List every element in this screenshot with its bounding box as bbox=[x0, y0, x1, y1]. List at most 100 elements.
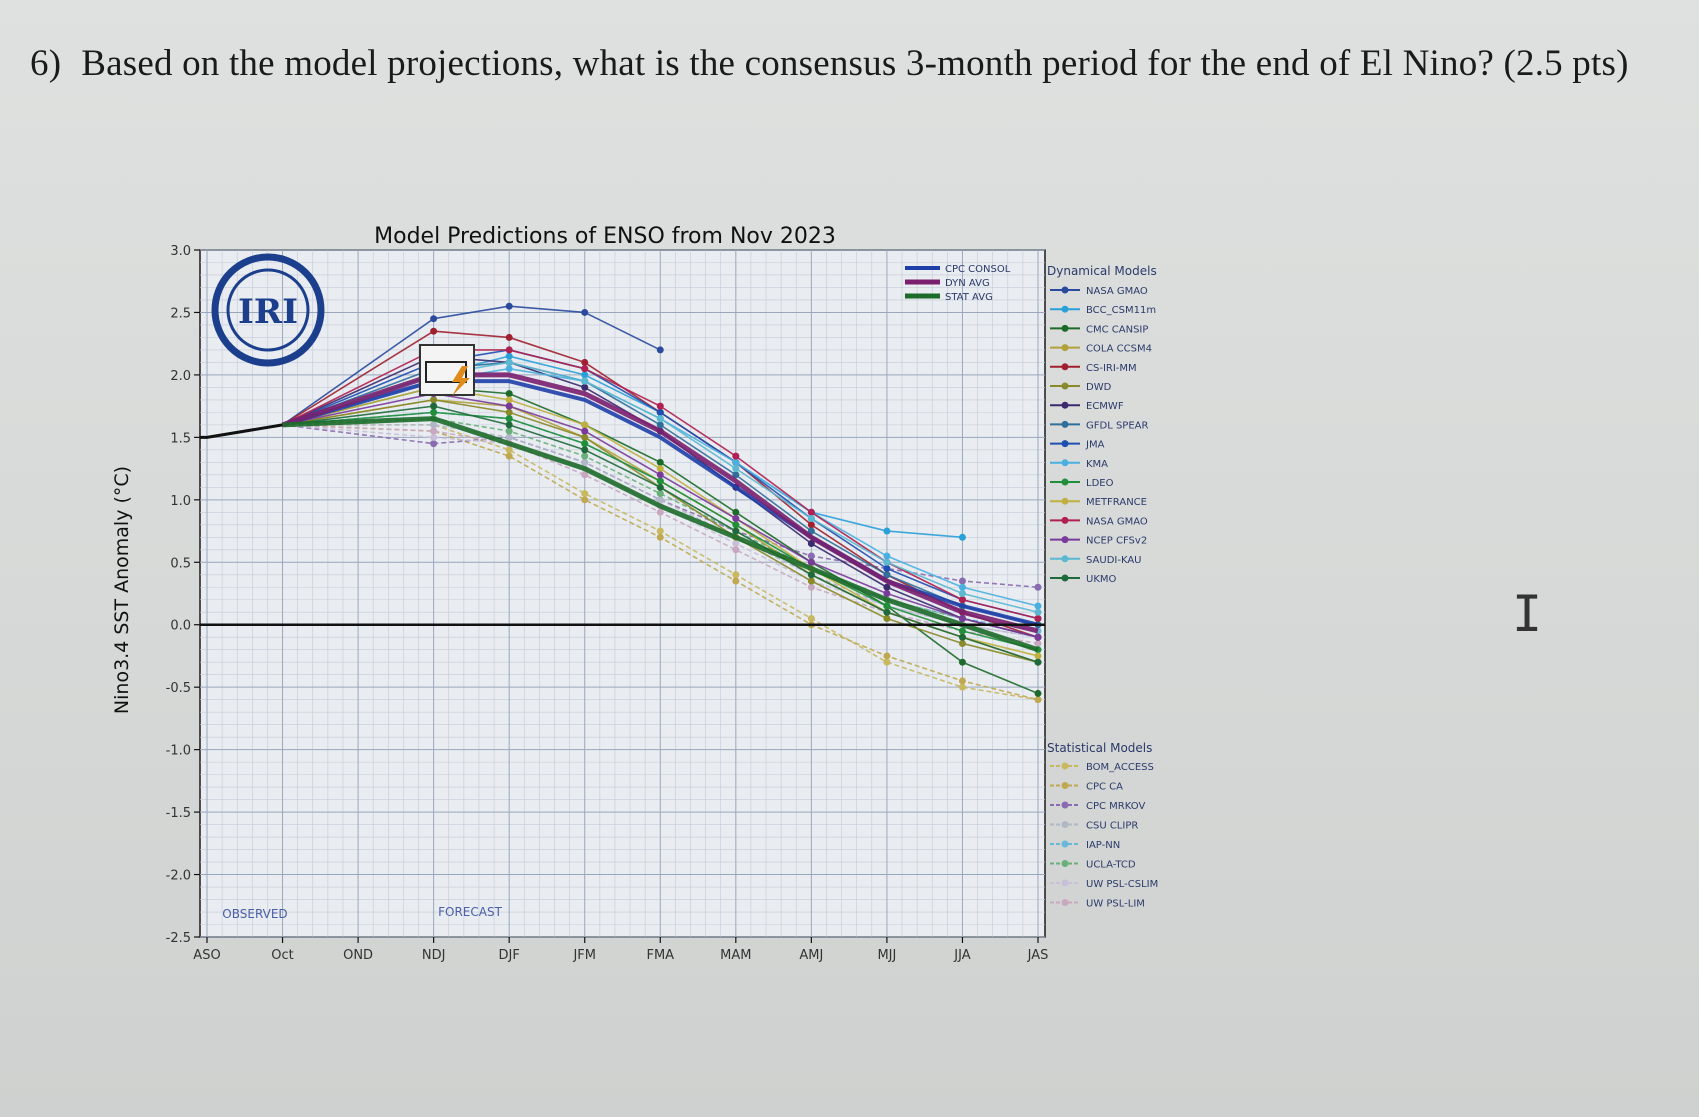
series-line-cpc-mrkov bbox=[282, 424, 1039, 589]
series-line-uw-psl-lim bbox=[282, 424, 1039, 645]
legend-avg-label: DYN AVG bbox=[945, 278, 990, 289]
series-point-ncep-cfsv2 bbox=[581, 427, 589, 435]
legend-statistical-title: Statistical Models bbox=[1047, 741, 1152, 755]
series-point-ucla-tcd bbox=[656, 490, 664, 498]
grid bbox=[200, 249, 1045, 938]
series-point-cpc-ca bbox=[656, 533, 664, 541]
series-point-kma bbox=[958, 583, 966, 591]
series-point-ncep-cfsv2 bbox=[958, 614, 966, 622]
series-point-gfdl-spear bbox=[732, 471, 740, 479]
legend-dyn-label: METFRANCE bbox=[1086, 497, 1147, 508]
legend-dynamical-title: Dynamical Models bbox=[1047, 264, 1157, 278]
series-point-cs-iri-mm bbox=[581, 358, 589, 366]
series-point-saudi-kau bbox=[656, 415, 664, 423]
series-point-metfrance bbox=[505, 396, 513, 404]
series-point-uw-psl-cslim bbox=[430, 433, 438, 441]
series-line-cpc-ca bbox=[282, 424, 1039, 701]
series-point-saudi-kau bbox=[1034, 608, 1042, 616]
series-point-cmc-cansip bbox=[1034, 689, 1042, 697]
series-point-ncep-cfsv2 bbox=[883, 590, 891, 597]
series-point-nasa-gmao bbox=[807, 508, 815, 516]
legend-dyn-marker bbox=[1061, 555, 1069, 563]
x-tick-label: FMA bbox=[646, 948, 674, 963]
enso-chart: 3.0 2.5 2.0 1.5 1.0 0.5 0.0 -0.5 -1.0 -1.5 -2.0 -2.… bbox=[111, 224, 1158, 963]
series-line-uw-psl-cslim bbox=[282, 424, 1039, 639]
series-point-cpc-ca bbox=[883, 652, 891, 660]
series-point-ecmwf bbox=[883, 583, 891, 591]
plot-area bbox=[199, 249, 1046, 938]
series-point-nasa-gmao bbox=[958, 596, 966, 604]
series-point-ukmo bbox=[1034, 658, 1042, 666]
legend-stat-marker bbox=[1061, 860, 1069, 867]
series-point-cpc-mrkov bbox=[807, 552, 815, 560]
text-cursor-icon: I bbox=[1512, 585, 1543, 643]
series-point-bom-access bbox=[505, 446, 513, 454]
legend-statistical: BOM_ACCESS CPC CA CPC MRKOV CSU CLIPR IAP-NN… bbox=[1050, 762, 1158, 910]
forecast-label: FORECAST bbox=[438, 905, 502, 919]
series-point-bom-access bbox=[958, 683, 966, 691]
series-point-ecmwf bbox=[807, 540, 815, 548]
series-point-ukmo bbox=[430, 402, 438, 410]
series-point-ukmo bbox=[581, 446, 589, 454]
series-point-ldeo bbox=[656, 477, 664, 485]
series-point-cpc-ca bbox=[958, 677, 966, 685]
cursor-popup-icon bbox=[419, 344, 475, 396]
y-axis-label: Nino3.4 SST Anomaly (°C) bbox=[111, 466, 133, 714]
legend-dyn-marker bbox=[1061, 363, 1069, 371]
legend-dyn-marker bbox=[1061, 440, 1069, 448]
y-tick-label: -2.5 bbox=[166, 931, 191, 946]
series-point-metfrance bbox=[1034, 652, 1042, 660]
series-point-ldeo bbox=[505, 415, 513, 423]
series-point-cs-iri-mm bbox=[807, 521, 815, 529]
series-point-dwd bbox=[807, 577, 815, 585]
y-tick-label: -2.0 bbox=[166, 869, 191, 884]
legend-dyn-label: NASA GMAO bbox=[1086, 286, 1148, 297]
x-tick-label: JFM bbox=[572, 948, 596, 963]
series-point-cpc-mrkov bbox=[1034, 583, 1042, 591]
legend-dyn-label: CS-IRI-MM bbox=[1086, 363, 1137, 374]
series-point-ldeo bbox=[581, 440, 589, 448]
x-tick-label: MJJ bbox=[877, 948, 896, 963]
series-point-dwd bbox=[581, 433, 589, 441]
question-body: Based on the model projections, what is … bbox=[81, 43, 1629, 84]
legend-dyn-label: COLA CCSM4 bbox=[1086, 344, 1152, 355]
legend-stat-marker bbox=[1061, 821, 1069, 828]
legend-dyn-label: GFDL SPEAR bbox=[1086, 420, 1148, 431]
series-point-bcc-csm11m bbox=[581, 371, 589, 379]
series-point-jma bbox=[883, 565, 891, 573]
series-layer bbox=[200, 302, 1042, 704]
chart-title: Model Predictions of ENSO from Nov 2023 bbox=[374, 224, 836, 249]
series-point-cmc-cansip bbox=[958, 658, 966, 666]
observed-line bbox=[200, 423, 283, 439]
y-tick-label: 2.5 bbox=[170, 306, 191, 321]
series-line-dwd bbox=[282, 399, 1039, 663]
series-point-nasa-gmao bbox=[505, 302, 513, 310]
series-point-gfdl-spear bbox=[656, 421, 664, 429]
series-point-saudi-kau bbox=[883, 558, 891, 566]
series-point-metfrance bbox=[581, 421, 589, 429]
series-point-ncep-cfsv2 bbox=[732, 515, 740, 523]
series-point-bom-access bbox=[581, 490, 589, 498]
series-point-gfdl-spear bbox=[807, 527, 815, 535]
series-line-ncep-cfsv2 bbox=[282, 392, 1039, 638]
series-point-ukmo bbox=[732, 527, 740, 535]
series-point-nasa-gmao bbox=[732, 452, 740, 460]
enso-chart-svg: 3.0 2.5 2.0 1.5 1.0 0.5 0.0 -0.5 -1.0 -1.5 -2.0 -2.… bbox=[111, 224, 1158, 963]
legend-dyn-marker bbox=[1061, 382, 1069, 390]
legend-dyn-marker bbox=[1061, 536, 1069, 544]
legend-stat-label: CSU CLIPR bbox=[1086, 821, 1138, 832]
legend-stat-marker bbox=[1061, 801, 1069, 809]
legend-dyn-label: KMA bbox=[1086, 459, 1108, 470]
legend-stat-label: IAP-NN bbox=[1086, 840, 1120, 851]
series-point-cmc-cansip bbox=[732, 508, 740, 516]
legend-dyn-label: JMA bbox=[1085, 440, 1105, 451]
series-point-bcc-csm11m bbox=[505, 352, 513, 360]
series-point-ukmo bbox=[656, 483, 664, 491]
series-point-ldeo bbox=[430, 408, 438, 416]
series-point-gfdl-spear bbox=[883, 571, 891, 579]
series-point-cs-iri-mm bbox=[505, 333, 513, 341]
legend-dyn-label: BCC_CSM11m bbox=[1086, 305, 1156, 316]
series-point-metfrance bbox=[656, 465, 664, 473]
series-point-uw-psl-lim bbox=[656, 508, 664, 516]
iri-logo-text: IRI bbox=[238, 292, 298, 332]
